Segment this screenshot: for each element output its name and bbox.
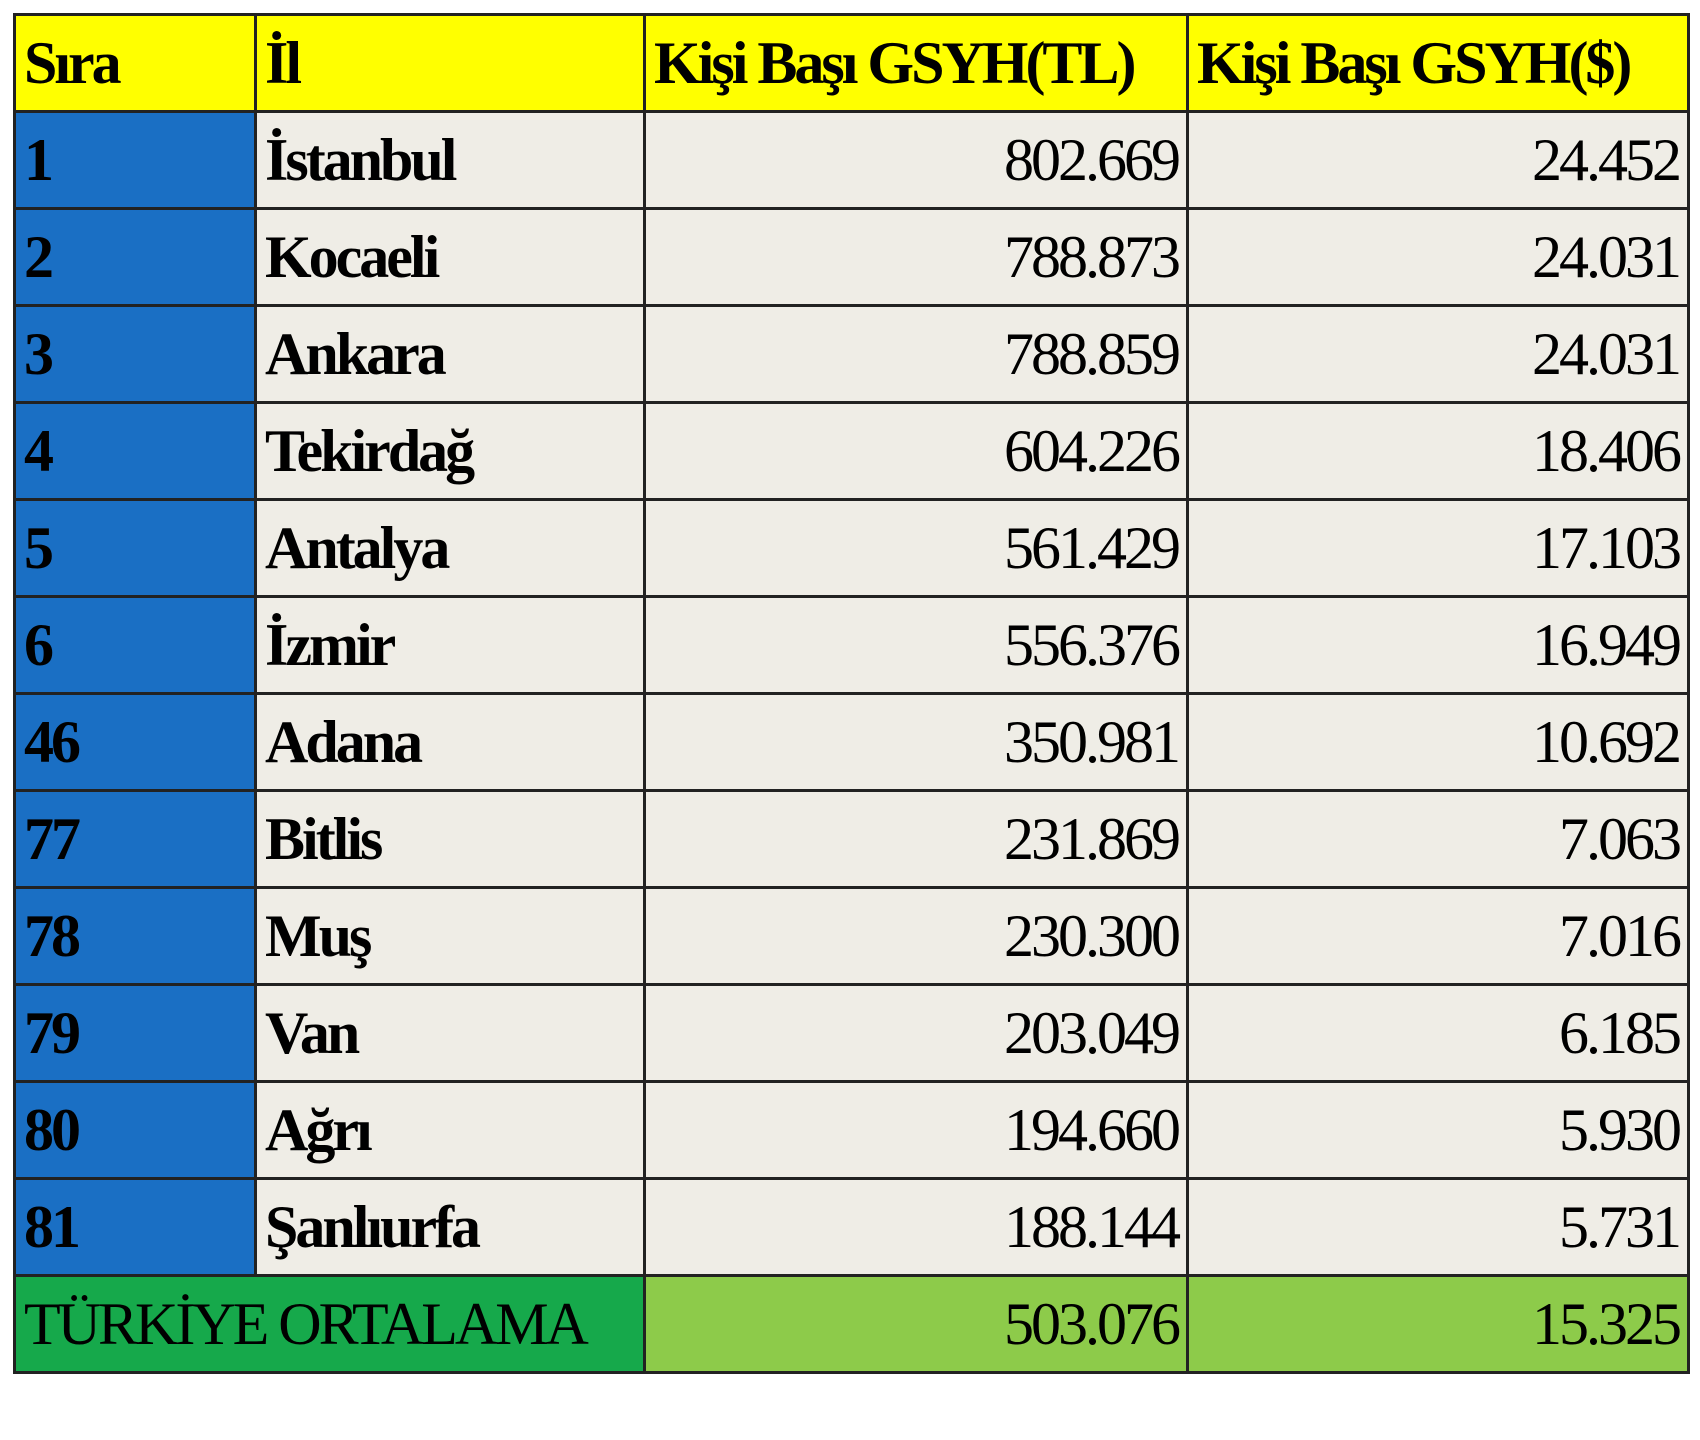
- data-row: 46 Adana 350.981 10.692: [13, 692, 1690, 792]
- rank-cell: 6: [13, 595, 257, 695]
- usd-cell: 5.731: [1186, 1177, 1690, 1277]
- data-row: 2 Kocaeli 788.873 24.031: [13, 207, 1690, 307]
- data-row: 80 Ağrı 194.660 5.930: [13, 1080, 1690, 1180]
- usd-cell: 7.063: [1186, 789, 1690, 889]
- data-row: 5 Antalya 561.429 17.103: [13, 498, 1690, 598]
- rank-cell: 81: [13, 1177, 257, 1277]
- tl-cell: 203.049: [643, 983, 1189, 1083]
- usd-cell: 10.692: [1186, 692, 1690, 792]
- city-cell: Muş: [254, 886, 646, 986]
- footer-label: TÜRKİYE ORTALAMA: [13, 1274, 646, 1374]
- tl-cell: 188.144: [643, 1177, 1189, 1277]
- rank-cell: 2: [13, 207, 257, 307]
- footer-row: TÜRKİYE ORTALAMA 503.076 15.325: [13, 1274, 1690, 1374]
- usd-cell: 17.103: [1186, 498, 1690, 598]
- data-row: 6 İzmir 556.376 16.949: [13, 595, 1690, 695]
- rank-cell: 80: [13, 1080, 257, 1180]
- rank-cell: 46: [13, 692, 257, 792]
- footer-tl: 503.076: [643, 1274, 1189, 1374]
- header-cell: Kişi Başı GSYH($): [1186, 13, 1690, 113]
- usd-cell: 24.452: [1186, 110, 1690, 210]
- data-row: 77 Bitlis 231.869 7.063: [13, 789, 1690, 889]
- usd-cell: 5.930: [1186, 1080, 1690, 1180]
- city-cell: Antalya: [254, 498, 646, 598]
- data-row: 79 Van 203.049 6.185: [13, 983, 1690, 1083]
- rank-cell: 3: [13, 304, 257, 404]
- gdp-table: Sıra İl Kişi Başı GSYH(TL) Kişi Başı GSYH($…: [13, 13, 1690, 1374]
- table-body: Sıra İl Kişi Başı GSYH(TL) Kişi Başı GSYH($…: [13, 13, 1690, 1374]
- tl-cell: 556.376: [643, 595, 1189, 695]
- data-row: 1 İstanbul 802.669 24.452: [13, 110, 1690, 210]
- rank-cell: 78: [13, 886, 257, 986]
- usd-cell: 6.185: [1186, 983, 1690, 1083]
- header-row: Sıra İl Kişi Başı GSYH(TL) Kişi Başı GSYH($…: [13, 13, 1690, 113]
- tl-cell: 788.873: [643, 207, 1189, 307]
- rank-cell: 79: [13, 983, 257, 1083]
- data-row: 3 Ankara 788.859 24.031: [13, 304, 1690, 404]
- usd-cell: 7.016: [1186, 886, 1690, 986]
- city-cell: Kocaeli: [254, 207, 646, 307]
- tl-cell: 604.226: [643, 401, 1189, 501]
- city-cell: İzmir: [254, 595, 646, 695]
- tl-cell: 230.300: [643, 886, 1189, 986]
- data-row: 78 Muş 230.300 7.016: [13, 886, 1690, 986]
- footer-usd: 15.325: [1186, 1274, 1690, 1374]
- tl-cell: 788.859: [643, 304, 1189, 404]
- header-cell: Kişi Başı GSYH(TL): [643, 13, 1189, 113]
- rank-cell: 4: [13, 401, 257, 501]
- rank-cell: 77: [13, 789, 257, 889]
- city-cell: Şanlıurfa: [254, 1177, 646, 1277]
- tl-cell: 231.869: [643, 789, 1189, 889]
- usd-cell: 24.031: [1186, 304, 1690, 404]
- tl-cell: 194.660: [643, 1080, 1189, 1180]
- tl-cell: 350.981: [643, 692, 1189, 792]
- usd-cell: 18.406: [1186, 401, 1690, 501]
- rank-cell: 1: [13, 110, 257, 210]
- city-cell: Van: [254, 983, 646, 1083]
- data-row: 4 Tekirdağ 604.226 18.406: [13, 401, 1690, 501]
- data-row: 81 Şanlıurfa 188.144 5.731: [13, 1177, 1690, 1277]
- city-cell: Adana: [254, 692, 646, 792]
- rank-cell: 5: [13, 498, 257, 598]
- tl-cell: 561.429: [643, 498, 1189, 598]
- city-cell: İstanbul: [254, 110, 646, 210]
- header-cell: İl: [254, 13, 646, 113]
- usd-cell: 16.949: [1186, 595, 1690, 695]
- city-cell: Ankara: [254, 304, 646, 404]
- tl-cell: 802.669: [643, 110, 1189, 210]
- city-cell: Ağrı: [254, 1080, 646, 1180]
- usd-cell: 24.031: [1186, 207, 1690, 307]
- city-cell: Bitlis: [254, 789, 646, 889]
- city-cell: Tekirdağ: [254, 401, 646, 501]
- header-cell: Sıra: [13, 13, 257, 113]
